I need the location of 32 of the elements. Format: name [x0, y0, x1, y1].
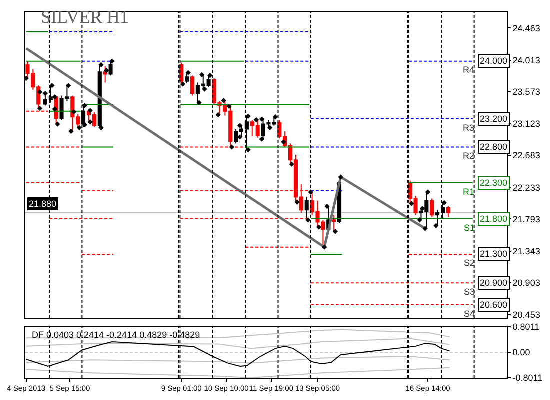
data-label: 20.600	[480, 300, 508, 310]
y-tick-label: 0.8011	[512, 322, 540, 332]
series-label: R3	[463, 123, 475, 133]
series-label: S4	[464, 309, 476, 319]
y-tick-label: 22.233	[512, 182, 540, 193]
y-tick-label: 21.343	[512, 246, 540, 257]
y-tick-label: 22.683	[512, 150, 540, 161]
chart-title: DF 0.0403 0.2414 -0.2414 0.4829 -0.4829	[32, 330, 200, 340]
series-label: R1	[463, 187, 475, 197]
y-tick-label: 20.903	[512, 278, 540, 288]
y-tick-label: 0.00	[512, 348, 530, 358]
y-tick-label: -0.8011	[512, 373, 543, 384]
data-label: 23.200	[480, 114, 508, 124]
data-label: 22.800	[480, 142, 508, 152]
data-label: 24.000	[480, 56, 508, 66]
y-tick-label: 20.453	[512, 310, 540, 320]
data-label: 21.800	[480, 214, 508, 224]
data-label: 20.900	[480, 278, 508, 288]
series-label: R2	[463, 151, 475, 161]
y-tick-label: 23.573	[512, 87, 540, 98]
ref-line-label: 21.880	[29, 199, 57, 209]
series-label: S2	[464, 258, 476, 268]
chart-title: SILVER H1	[41, 7, 129, 27]
y-tick-label: 24.463	[512, 23, 540, 34]
y-tick-label: 24.013	[512, 56, 540, 66]
series-label: R4	[463, 65, 475, 75]
data-label: 22.300	[480, 178, 508, 188]
y-tick-label: 21.793	[512, 214, 540, 224]
series-label: S3	[464, 287, 476, 297]
series-label: S1	[464, 223, 476, 233]
y-tick-label: 23.123	[512, 119, 540, 130]
data-label: 21.300	[480, 249, 508, 259]
